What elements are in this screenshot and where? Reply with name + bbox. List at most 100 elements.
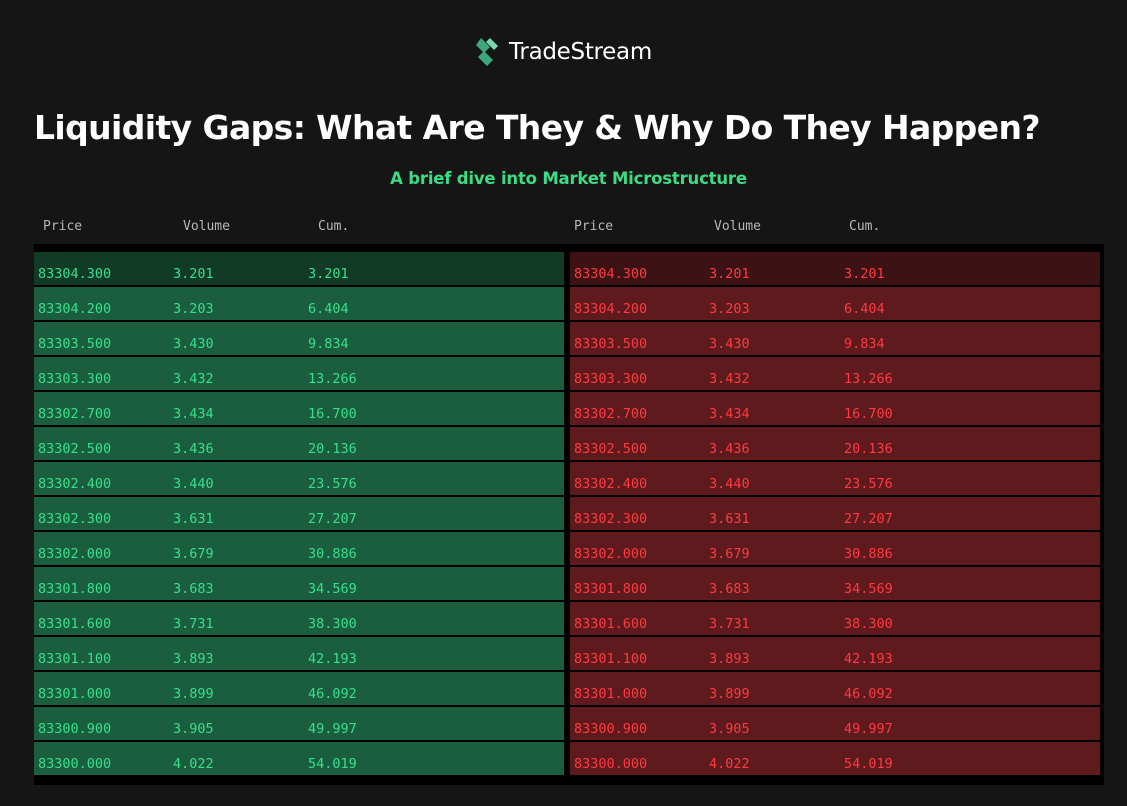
ask-volume-cell: 3.893 — [709, 651, 750, 667]
bid-price-cell: 83301.100 — [38, 651, 112, 667]
bid-row[interactable]: 83302.000 3.679 30.886 — [34, 532, 564, 565]
bid-cum-cell: 13.266 — [308, 371, 357, 387]
bid-cum-cell: 27.207 — [308, 511, 357, 527]
ask-row[interactable]: 83300.900 3.905 49.997 — [570, 707, 1100, 740]
ask-volume-cell: 3.440 — [709, 476, 750, 492]
ask-row[interactable]: 83301.800 3.683 34.569 — [570, 567, 1100, 600]
bid-cum-cell: 34.569 — [308, 581, 357, 597]
ask-row[interactable]: 83303.500 3.430 9.834 — [570, 322, 1100, 355]
bid-row[interactable]: 83301.100 3.893 42.193 — [34, 637, 564, 670]
bid-volume-cell: 3.683 — [173, 581, 214, 597]
bid-row[interactable]: 83303.500 3.430 9.834 — [34, 322, 564, 355]
ask-price-cell: 83302.000 — [574, 546, 648, 562]
bid-price-cell: 83301.800 — [38, 581, 112, 597]
ask-row[interactable]: 83304.200 3.203 6.404 — [570, 287, 1100, 320]
ask-row[interactable]: 83302.000 3.679 30.886 — [570, 532, 1100, 565]
bid-row[interactable]: 83304.300 3.201 3.201 — [34, 252, 564, 285]
ask-price-cell: 83302.500 — [574, 441, 648, 457]
asks-column: 83304.300 3.201 3.201 83304.200 3.203 6.404 83… — [570, 252, 1100, 775]
bid-row[interactable]: 83302.500 3.436 20.136 — [34, 427, 564, 460]
bid-row[interactable]: 83302.700 3.434 16.700 — [34, 392, 564, 425]
ask-volume-cell: 3.683 — [709, 581, 750, 597]
bid-row[interactable]: 83303.300 3.432 13.266 — [34, 357, 564, 390]
bolt-logo-icon — [476, 38, 499, 66]
ask-price-cell: 83303.500 — [574, 336, 648, 352]
bid-cum-cell: 9.834 — [308, 336, 349, 352]
ask-price-header: Price — [574, 219, 614, 234]
bid-row[interactable]: 83300.900 3.905 49.997 — [34, 707, 564, 740]
ask-row[interactable]: 83302.500 3.436 20.136 — [570, 427, 1100, 460]
ask-volume-cell: 3.430 — [709, 336, 750, 352]
ask-row[interactable]: 83304.300 3.201 3.201 — [570, 252, 1100, 285]
brand-logo[interactable]: TradeStream — [0, 36, 1127, 68]
page-subtitle: A brief dive into Market Microstructure — [390, 169, 747, 188]
ask-cum-cell: 20.136 — [844, 441, 893, 457]
bid-row[interactable]: 83301.800 3.683 34.569 — [34, 567, 564, 600]
bid-row[interactable]: 83301.000 3.899 46.092 — [34, 672, 564, 705]
ask-volume-cell: 3.436 — [709, 441, 750, 457]
bid-price-cell: 83303.500 — [38, 336, 112, 352]
ask-row[interactable]: 83301.000 3.899 46.092 — [570, 672, 1100, 705]
bid-cum-cell: 16.700 — [308, 406, 357, 422]
bid-volume-cell: 3.899 — [173, 686, 214, 702]
ask-volume-header: Volume — [714, 219, 761, 234]
ask-row[interactable]: 83300.000 4.022 54.019 — [570, 742, 1100, 775]
ask-row[interactable]: 83301.600 3.731 38.300 — [570, 602, 1100, 635]
bid-row[interactable]: 83301.600 3.731 38.300 — [34, 602, 564, 635]
bid-cum-cell: 42.193 — [308, 651, 357, 667]
bid-row[interactable]: 83300.000 4.022 54.019 — [34, 742, 564, 775]
ask-volume-cell: 3.679 — [709, 546, 750, 562]
bid-volume-cell: 3.430 — [173, 336, 214, 352]
ask-price-cell: 83302.300 — [574, 511, 648, 527]
ask-cum-cell: 30.886 — [844, 546, 893, 562]
ask-row[interactable]: 83302.300 3.631 27.207 — [570, 497, 1100, 530]
bid-row[interactable]: 83302.400 3.440 23.576 — [34, 462, 564, 495]
order-book: 83304.300 3.201 3.201 83304.200 3.203 6.404 83… — [34, 244, 1104, 785]
bid-price-cell: 83302.500 — [38, 441, 112, 457]
bid-volume-cell: 3.679 — [173, 546, 214, 562]
ask-cum-header: Cum. — [849, 219, 881, 234]
ask-cum-cell: 34.569 — [844, 581, 893, 597]
bid-price-cell: 83300.900 — [38, 721, 112, 737]
bid-row[interactable]: 83302.300 3.631 27.207 — [34, 497, 564, 530]
ask-cum-cell: 9.834 — [844, 336, 885, 352]
ask-row[interactable]: 83302.700 3.434 16.700 — [570, 392, 1100, 425]
ask-row[interactable]: 83302.400 3.440 23.576 — [570, 462, 1100, 495]
bid-row[interactable]: 83304.200 3.203 6.404 — [34, 287, 564, 320]
ask-cum-cell: 23.576 — [844, 476, 893, 492]
bid-cum-cell: 46.092 — [308, 686, 357, 702]
ask-price-cell: 83300.000 — [574, 756, 648, 772]
brand-name: TradeStream — [509, 39, 652, 65]
bid-price-cell: 83304.300 — [38, 266, 112, 282]
bid-price-header: Price — [43, 219, 83, 234]
ask-price-cell: 83304.300 — [574, 266, 648, 282]
column-headers: Price Volume Cum. Price Volume Cum. — [0, 219, 1127, 235]
ask-cum-cell: 6.404 — [844, 301, 885, 317]
bid-cum-header: Cum. — [318, 219, 350, 234]
ask-price-cell: 83301.000 — [574, 686, 648, 702]
bid-volume-cell: 3.203 — [173, 301, 214, 317]
ask-volume-cell: 3.899 — [709, 686, 750, 702]
ask-volume-cell: 3.434 — [709, 406, 750, 422]
bid-price-cell: 83300.000 — [38, 756, 112, 772]
ask-volume-cell: 4.022 — [709, 756, 750, 772]
bid-price-cell: 83302.300 — [38, 511, 112, 527]
ask-cum-cell: 3.201 — [844, 266, 885, 282]
bid-price-cell: 83301.000 — [38, 686, 112, 702]
ask-price-cell: 83303.300 — [574, 371, 648, 387]
bid-price-cell: 83301.600 — [38, 616, 112, 632]
ask-cum-cell: 16.700 — [844, 406, 893, 422]
ask-row[interactable]: 83303.300 3.432 13.266 — [570, 357, 1100, 390]
bid-volume-cell: 3.201 — [173, 266, 214, 282]
page-title: Liquidity Gaps: What Are They & Why Do T… — [34, 108, 1041, 147]
ask-volume-cell: 3.905 — [709, 721, 750, 737]
bid-volume-cell: 3.432 — [173, 371, 214, 387]
bids-column: 83304.300 3.201 3.201 83304.200 3.203 6.404 83… — [34, 252, 564, 775]
ask-price-cell: 83301.600 — [574, 616, 648, 632]
bid-cum-cell: 20.136 — [308, 441, 357, 457]
ask-row[interactable]: 83301.100 3.893 42.193 — [570, 637, 1100, 670]
bid-price-cell: 83302.700 — [38, 406, 112, 422]
bid-cum-cell: 38.300 — [308, 616, 357, 632]
ask-price-cell: 83302.700 — [574, 406, 648, 422]
bid-price-cell: 83304.200 — [38, 301, 112, 317]
